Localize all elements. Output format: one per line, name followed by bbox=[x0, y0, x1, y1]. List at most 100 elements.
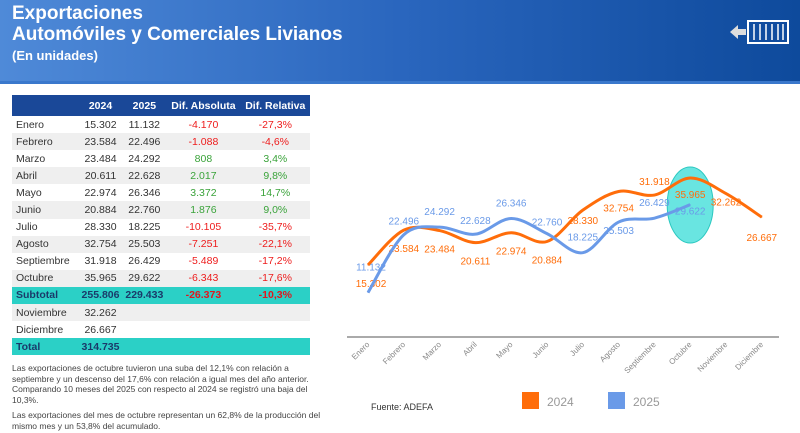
legend-label-2025: 2025 bbox=[633, 395, 660, 409]
data-point bbox=[367, 264, 369, 266]
x-tick-label: Mayo bbox=[494, 340, 515, 361]
table-cell: -6.343 bbox=[166, 269, 241, 287]
table-cell bbox=[122, 338, 167, 356]
table-row: Octubre 35.965 29.622 -6.343 -17,6% bbox=[12, 269, 310, 287]
data-label: 20.884 bbox=[532, 255, 563, 266]
data-label: 22.628 bbox=[460, 216, 491, 227]
legend-swatch-2024 bbox=[522, 392, 539, 409]
table-cell: 22.974 bbox=[84, 186, 117, 199]
table-row: Total 314.735 bbox=[12, 338, 310, 356]
table-cell: Junio bbox=[12, 201, 79, 219]
data-label: 22.496 bbox=[389, 217, 420, 228]
series-line-2024 bbox=[366, 176, 763, 267]
data-point bbox=[582, 209, 584, 211]
data-point bbox=[367, 292, 369, 294]
table-cell: 3.372 bbox=[190, 186, 217, 199]
table-cell: 22.628 bbox=[122, 167, 167, 185]
table-cell: Subtotal bbox=[12, 286, 79, 305]
table-cell: 20.884 bbox=[78, 201, 123, 219]
table-cell: 32.262 bbox=[78, 304, 123, 322]
header-banner: Exportaciones Automóviles y Comerciales … bbox=[0, 0, 800, 84]
table-cell: 14,7% bbox=[260, 186, 291, 199]
table-cell: Marzo bbox=[16, 152, 46, 165]
table-cell: Noviembre bbox=[12, 304, 79, 322]
legend-swatch-2025 bbox=[608, 392, 625, 409]
data-label: 26.667 bbox=[747, 233, 778, 244]
table-cell: Septiembre bbox=[16, 255, 70, 268]
data-label: 28.330 bbox=[568, 216, 599, 227]
data-point bbox=[474, 233, 476, 235]
table-cell: 15.302 bbox=[84, 118, 117, 131]
data-label: 22.760 bbox=[532, 218, 563, 229]
notes: Las exportaciones de octubre tuvieron un… bbox=[12, 363, 322, 431]
exports-table: 2024 2025 Dif. Absoluta Dif. Relativa Enero 1… bbox=[12, 95, 310, 356]
x-tick-label: Agosto bbox=[598, 340, 622, 364]
table-cell: Agosto bbox=[12, 235, 79, 253]
data-label: 29.622 bbox=[675, 207, 706, 218]
table-cell: -26.373 bbox=[166, 286, 241, 305]
container-export-icon bbox=[730, 20, 789, 44]
table-row: Febrero 23.584 22.496 -1.088 -4,6% bbox=[12, 133, 310, 151]
table-cell: -22,1% bbox=[240, 235, 310, 253]
source-note: Fuente: ADEFA bbox=[371, 402, 434, 412]
table-cell: -17,6% bbox=[240, 269, 310, 287]
table-cell bbox=[166, 321, 240, 338]
note-1: Las exportaciones de octubre tuvieron un… bbox=[12, 363, 309, 405]
table-cell: 9,8% bbox=[240, 167, 310, 185]
data-label: 24.292 bbox=[424, 207, 455, 218]
table-cell: -35,7% bbox=[258, 221, 292, 234]
table-cell: Febrero bbox=[12, 133, 79, 151]
data-point bbox=[474, 242, 476, 244]
data-point bbox=[725, 193, 727, 195]
data-label: 23.484 bbox=[424, 245, 455, 256]
table-cell: 28.330 bbox=[84, 221, 117, 234]
data-point bbox=[510, 232, 512, 234]
table-cell bbox=[240, 304, 310, 322]
data-label: 26.429 bbox=[639, 198, 670, 209]
table-cell: 31.918 bbox=[84, 255, 117, 268]
table-cell: -7.251 bbox=[166, 235, 241, 253]
table-cell: 25.503 bbox=[122, 235, 167, 253]
table-cell: 255.806 bbox=[78, 286, 123, 305]
title-line-2: Automóviles y Comerciales Livianos bbox=[12, 24, 343, 45]
table-cell: 22.760 bbox=[122, 201, 167, 219]
table-cell bbox=[122, 304, 167, 322]
x-tick-label: Febrero bbox=[381, 340, 408, 367]
table-cell: 26.346 bbox=[128, 186, 161, 199]
table-row: Subtotal 255.806 229.433 -26.373 -10,3% bbox=[12, 286, 310, 305]
table-cell: 18.225 bbox=[128, 221, 161, 234]
column-header: 2025 bbox=[122, 95, 167, 116]
table-cell: 2.017 bbox=[166, 167, 241, 185]
x-tick-label: Noviembre bbox=[696, 340, 730, 374]
table-cell bbox=[122, 321, 166, 338]
note-2: Las exportaciones del mes de octubre rep… bbox=[12, 410, 321, 431]
data-point bbox=[582, 252, 584, 254]
data-point bbox=[439, 230, 441, 232]
data-point bbox=[653, 217, 655, 219]
data-label: 32.262 bbox=[711, 198, 742, 209]
data-point bbox=[546, 240, 548, 242]
data-point bbox=[689, 177, 691, 179]
x-tick-label: Junio bbox=[531, 340, 551, 360]
table-row: Mayo 22.974 26.346 3.372 14,7% bbox=[12, 184, 310, 201]
table-cell: 23.484 bbox=[84, 152, 117, 165]
table-cell: Julio bbox=[16, 221, 38, 234]
table-cell: Abril bbox=[12, 167, 79, 185]
table-cell: -1.088 bbox=[166, 133, 241, 151]
table-cell: 26.667 bbox=[84, 323, 117, 336]
table-row: Noviembre 32.262 bbox=[12, 304, 310, 322]
table-cell bbox=[240, 338, 310, 356]
data-label: 31.918 bbox=[639, 177, 670, 188]
table-row: Enero 15.302 11.132 -4.170 -27,3% bbox=[12, 116, 310, 133]
table-cell bbox=[166, 304, 241, 322]
table-row: Julio 28.330 18.225 -10.105 -35,7% bbox=[12, 219, 310, 236]
data-point bbox=[761, 216, 763, 218]
table-cell: 3,4% bbox=[263, 152, 288, 165]
data-point bbox=[403, 229, 405, 231]
table-cell: 1.876 bbox=[166, 201, 241, 219]
table-cell: 29.622 bbox=[122, 269, 167, 287]
table-cell bbox=[241, 321, 310, 338]
table-row: Abril 20.611 22.628 2.017 9,8% bbox=[12, 167, 310, 185]
table-row: Septiembre 31.918 26.429 -5.489 -17,2% bbox=[12, 253, 310, 270]
data-point bbox=[510, 218, 512, 220]
